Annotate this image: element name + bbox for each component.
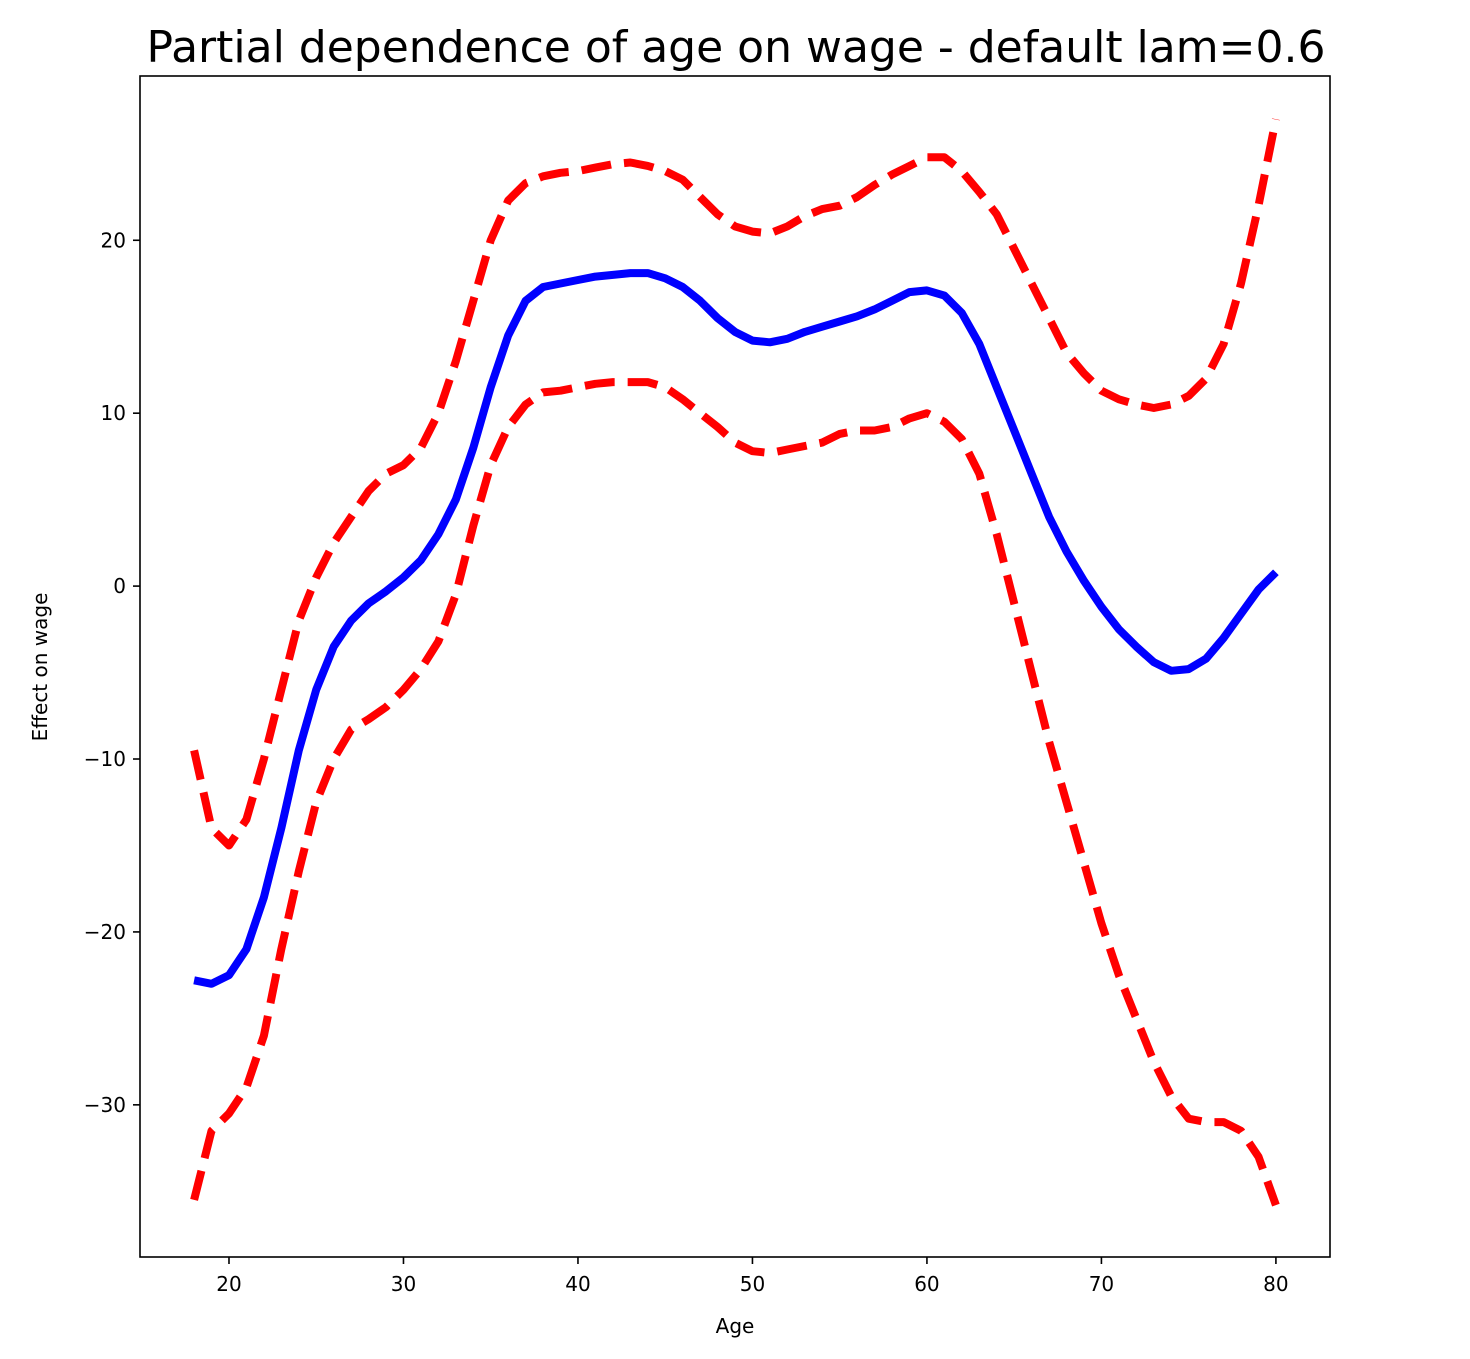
x-tick-label: 80: [1263, 1272, 1288, 1296]
series-layer: [190, 118, 1280, 1207]
y-axis-label: Effect on wage: [28, 593, 52, 742]
y-tick-label: −30: [84, 1093, 126, 1117]
x-tick-label: 60: [914, 1272, 939, 1296]
axes-frame: [139, 75, 1331, 1258]
x-tick-label: 20: [216, 1272, 241, 1296]
x-tick-label: 40: [565, 1272, 590, 1296]
x-tick-label: 30: [391, 1272, 416, 1296]
y-axis: −30 −20 −10 0 10 20: [84, 228, 140, 1117]
x-tick-label: 70: [1089, 1272, 1114, 1296]
lower-confidence-line: [190, 378, 1280, 1207]
x-axis-label: Age: [716, 1314, 755, 1338]
x-tick-label: 50: [740, 1272, 765, 1296]
y-tick-label: −10: [84, 747, 126, 771]
y-tick-label: 10: [101, 401, 126, 425]
partial-dependence-line: [193, 269, 1279, 988]
y-tick-label: 0: [113, 574, 126, 598]
upper-confidence-line: [190, 118, 1280, 850]
y-tick-label: 20: [101, 228, 126, 252]
x-axis: 20 30 40 50 60 70 80: [216, 1257, 1289, 1296]
chart-title: Partial dependence of age on wage - defa…: [147, 22, 1326, 73]
y-tick-label: −20: [84, 920, 126, 944]
